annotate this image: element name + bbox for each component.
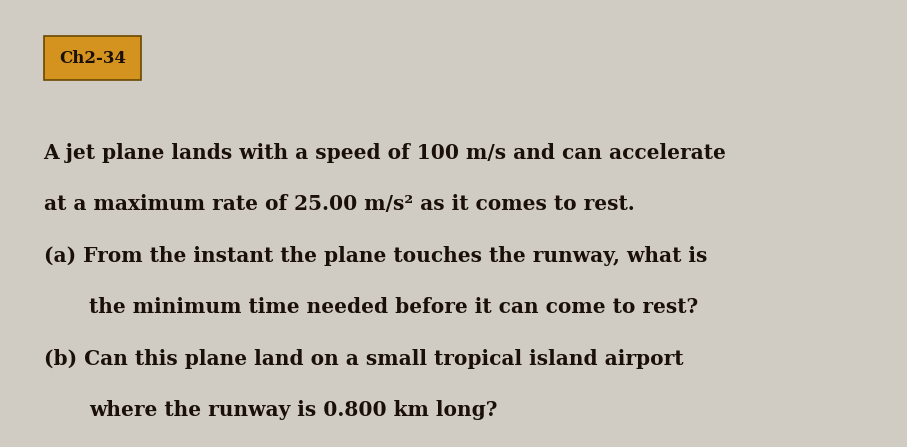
Text: the minimum time needed before it can come to rest?: the minimum time needed before it can co… xyxy=(89,297,698,317)
Text: (a) From the instant the plane touches the runway, what is: (a) From the instant the plane touches t… xyxy=(44,246,707,266)
Text: at a maximum rate of 25.00 m/s² as it comes to rest.: at a maximum rate of 25.00 m/s² as it co… xyxy=(44,194,634,215)
Text: Ch2-34: Ch2-34 xyxy=(59,50,126,67)
Text: where the runway is 0.800 km long?: where the runway is 0.800 km long? xyxy=(89,400,497,420)
Text: (b) Can this plane land on a small tropical island airport: (b) Can this plane land on a small tropi… xyxy=(44,349,683,369)
Text: A jet plane lands with a speed of 100 m/s and can accelerate: A jet plane lands with a speed of 100 m/… xyxy=(44,143,727,163)
